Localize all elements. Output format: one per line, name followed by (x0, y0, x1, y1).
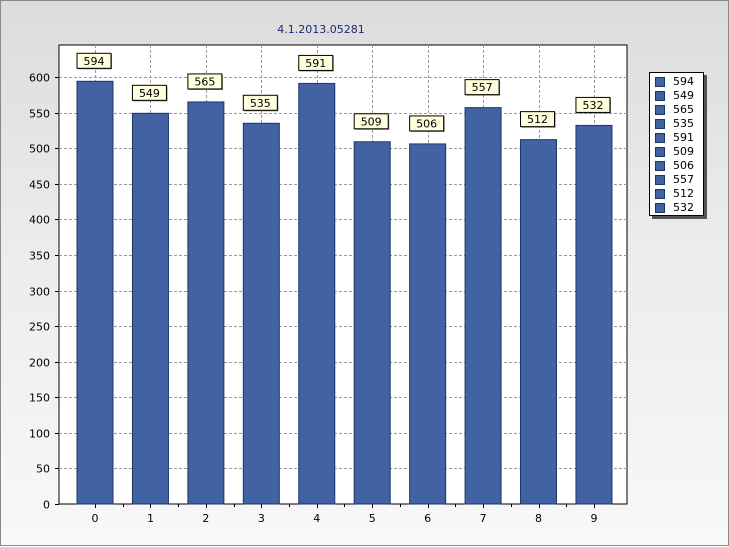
data-label-box (520, 111, 556, 128)
legend: 594 549 565 535 591 509 506 557 512 532 (649, 72, 704, 216)
data-label-box (353, 113, 389, 130)
data-label-9: 532 (575, 96, 611, 114)
data-label-box (464, 79, 500, 96)
legend-swatch (655, 105, 665, 115)
data-label-text: 557 (472, 81, 493, 94)
data-label-box (575, 96, 611, 113)
bar-4 (298, 82, 336, 505)
legend-label: 506 (673, 159, 694, 172)
y-tick-label: 500 (29, 143, 50, 156)
x-tick-label: 8 (535, 512, 542, 525)
bar-9 (575, 124, 613, 505)
data-label-text: 512 (527, 113, 548, 126)
bar-0 (76, 80, 114, 505)
bar-2 (187, 101, 225, 505)
x-tick-label: 6 (424, 512, 431, 525)
legend-label: 549 (673, 89, 694, 102)
legend-swatch (655, 175, 665, 185)
data-label-text: 594 (84, 55, 105, 68)
data-label-6: 506 (409, 115, 445, 132)
legend-label: 535 (673, 117, 694, 130)
legend-label: 512 (673, 187, 694, 200)
bar-6 (409, 143, 447, 505)
x-tick-label: 9 (590, 512, 597, 525)
data-label-8: 512 (520, 111, 556, 128)
data-label-3: 535 (242, 94, 279, 112)
legend-label: 591 (673, 131, 694, 144)
data-label-2: 565 (187, 73, 223, 90)
legend-label: 557 (673, 173, 694, 186)
y-tick-label: 600 (29, 72, 50, 85)
data-label-text: 535 (250, 97, 271, 110)
y-tick-label: 150 (29, 392, 50, 405)
data-label-box (242, 94, 278, 111)
data-label-text: 549 (139, 87, 160, 100)
x-tick-label: 4 (313, 512, 320, 525)
y-tick-label: 350 (29, 250, 50, 263)
data-label-box (298, 54, 334, 71)
legend-label: 565 (673, 103, 694, 116)
bar-3 (242, 122, 280, 505)
legend-swatch (655, 119, 665, 129)
data-label-1: 549 (131, 84, 168, 102)
x-tick-label: 2 (202, 512, 209, 525)
chart-title: 4.1.2013.05281 (277, 23, 365, 36)
legend-label: 509 (673, 145, 694, 158)
y-tick-label: 200 (29, 357, 50, 370)
y-tick-label: 50 (36, 463, 50, 476)
data-label-4: 591 (298, 54, 334, 72)
legend-label: 594 (673, 75, 694, 88)
data-label-text: 532 (582, 99, 603, 112)
y-tick-label: 550 (29, 108, 50, 121)
y-tick-label: 300 (29, 286, 50, 299)
bar-7 (464, 107, 502, 505)
bars (76, 80, 613, 505)
y-tick-label: 450 (29, 179, 50, 192)
data-label-box (409, 115, 445, 132)
data-label-5: 509 (353, 113, 390, 130)
data-label-text: 591 (305, 57, 326, 70)
y-tick-label: 100 (29, 428, 50, 441)
data-label-7: 557 (464, 79, 501, 96)
data-label-box (76, 52, 112, 69)
legend-swatch (655, 133, 665, 143)
legend-swatch (655, 203, 665, 213)
legend-swatch (655, 77, 665, 87)
data-label-box (187, 73, 223, 90)
y-tick-label: 400 (29, 214, 50, 227)
x-tick-label: 7 (480, 512, 487, 525)
bar-5 (353, 141, 391, 505)
y-tick-label: 0 (43, 499, 50, 512)
legend-swatch (655, 189, 665, 199)
legend-label: 532 (673, 201, 694, 214)
data-labels: 594 549 565 535 591 509 506 557 512 532 (76, 52, 611, 132)
legend-swatch (655, 161, 665, 171)
data-label-0: 594 (76, 52, 112, 70)
x-tick-label: 0 (92, 512, 99, 525)
x-tick-label: 1 (147, 512, 154, 525)
data-label-text: 565 (194, 75, 215, 88)
bar-1 (131, 112, 169, 505)
axes: 0 50 100 150 200 250 300 350 400 450 500 550 600 0 1 2 3… (29, 72, 597, 526)
bar-8 (520, 139, 558, 505)
x-tick-label: 3 (258, 512, 265, 525)
legend-swatch (655, 147, 665, 157)
data-label-box (131, 84, 167, 101)
data-label-text: 509 (361, 115, 382, 128)
x-tick-label: 5 (369, 512, 376, 525)
y-tick-label: 250 (29, 321, 50, 334)
data-label-text: 506 (416, 117, 437, 130)
legend-swatch (655, 91, 665, 101)
